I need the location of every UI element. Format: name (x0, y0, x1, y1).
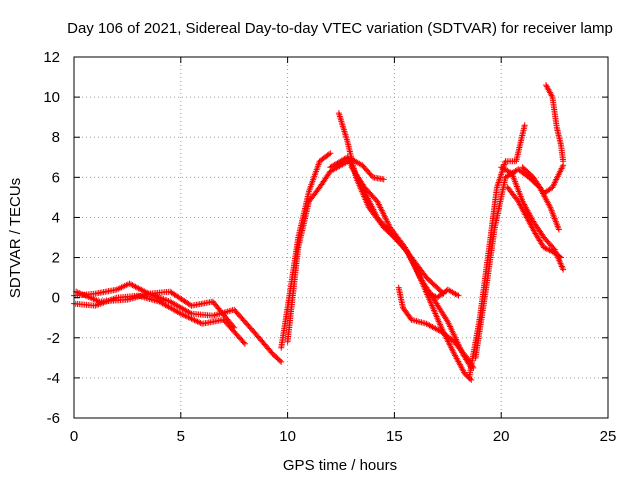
data-point (558, 254, 565, 261)
data-point (546, 247, 553, 254)
y-tick-label: 6 (52, 169, 60, 186)
data-point (542, 245, 549, 252)
plot-frame (73, 56, 609, 419)
data-point (230, 323, 237, 330)
series-track-15 (519, 162, 567, 197)
data-point (325, 151, 332, 158)
data-point (560, 158, 567, 165)
chart-title: Day 106 of 2021, Sidereal Day-to-day VTE… (67, 20, 613, 37)
y-tick-label: 8 (52, 129, 60, 146)
data-point (276, 357, 283, 364)
data-point (560, 266, 567, 273)
x-tick-label: 25 (600, 428, 617, 445)
x-axis-ticks: 0 5 10 15 20 25 (70, 57, 617, 445)
series-track-8 (348, 164, 475, 383)
data-point (278, 358, 285, 365)
x-tick-label: 20 (493, 428, 510, 445)
series-track-10 (423, 286, 462, 301)
series-track-5 (284, 156, 387, 345)
data-point (540, 244, 547, 251)
data-point (240, 339, 247, 346)
data-points (71, 82, 567, 383)
y-tick-label: -6 (47, 410, 60, 427)
data-point (380, 176, 387, 183)
y-tick-label: -2 (47, 330, 60, 347)
y-axis-label: SDTVAR / TECUs (7, 178, 24, 298)
y-tick-label: 4 (52, 209, 60, 226)
data-point (545, 246, 552, 253)
data-point (556, 253, 563, 260)
x-tick-label: 0 (70, 428, 78, 445)
data-point (241, 340, 248, 347)
series-track-12 (472, 166, 562, 361)
series-track-16 (543, 82, 567, 165)
x-tick-label: 10 (279, 428, 296, 445)
y-tick-label: 2 (52, 250, 60, 267)
y-tick-label: 12 (43, 49, 60, 66)
x-axis-label: GPS time / hours (283, 457, 397, 474)
series-track-14 (504, 184, 565, 261)
y-tick-label: 0 (52, 290, 60, 307)
y-tick-label: -4 (47, 370, 60, 387)
x-tick-label: 5 (177, 428, 185, 445)
data-point (543, 245, 550, 252)
y-tick-label: 10 (43, 89, 60, 106)
data-point (555, 226, 562, 233)
data-point (231, 324, 238, 331)
data-point (521, 122, 528, 129)
x-tick-label: 15 (386, 428, 403, 445)
series-track-3 (73, 288, 238, 331)
data-point (455, 292, 462, 299)
y-axis-ticks: -6 -4 -2 0 2 4 6 8 10 12 (43, 49, 608, 427)
series-track-2 (71, 292, 248, 347)
data-point (327, 150, 334, 157)
